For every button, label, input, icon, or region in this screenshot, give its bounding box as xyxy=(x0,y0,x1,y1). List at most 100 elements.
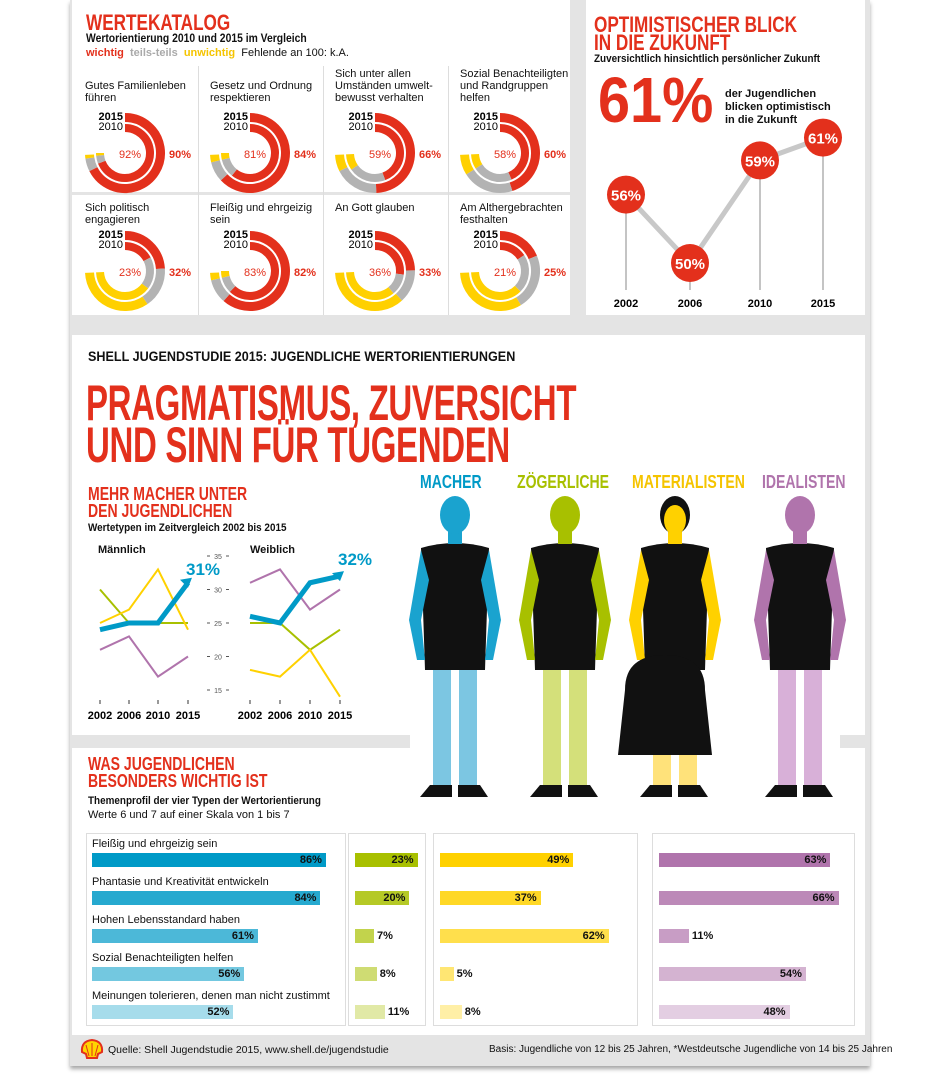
value-2015: 82% xyxy=(294,267,316,279)
face xyxy=(664,505,686,535)
head xyxy=(440,496,470,534)
donut-segment-2010 xyxy=(499,242,525,260)
profile-subtitle: Themenprofil der vier Typen der Wertorie… xyxy=(88,795,321,807)
bar-idealisten xyxy=(659,853,831,867)
bar-value-label: 20% xyxy=(383,892,406,904)
donut-segment-2015 xyxy=(210,154,220,163)
line-idealisten xyxy=(99,635,189,678)
divider xyxy=(72,192,570,195)
x-tick-label: 2015 xyxy=(176,710,200,722)
donut-segment-2015 xyxy=(460,272,521,311)
bar-zögerliche xyxy=(355,891,410,905)
optimism-year-label: 2010 xyxy=(748,298,772,310)
optimism-panel xyxy=(586,0,865,315)
y-tick-label: 30 xyxy=(214,588,222,595)
donut-segment-2015 xyxy=(142,268,165,305)
line-materialisten xyxy=(249,648,341,698)
line-zögerliche xyxy=(250,622,341,652)
optimism-line xyxy=(624,135,824,267)
x-tick-label: 2006 xyxy=(117,710,141,722)
value-2010: 23% xyxy=(119,267,141,279)
donut-segment-2010 xyxy=(499,124,529,180)
divider xyxy=(198,66,199,315)
bar-value-label: 37% xyxy=(514,892,537,904)
bar-macher xyxy=(92,1005,234,1019)
donut-segment-2010 xyxy=(374,124,404,181)
year-2010-label: 2010 xyxy=(99,121,123,133)
handbag-icon xyxy=(618,655,712,755)
donut-label: An Gott glauben xyxy=(335,202,415,214)
arm xyxy=(701,550,721,660)
donut-segment-2015 xyxy=(210,272,220,281)
shell-logo-icon xyxy=(80,1038,104,1059)
bar-category-label: Fleißig und ehrgeizig sein xyxy=(92,838,218,850)
optimism-title-1: OPTIMISTISCHER BLICK xyxy=(594,12,798,37)
value-2010: 81% xyxy=(244,149,266,161)
y-tick-label: 25 xyxy=(214,621,222,628)
profile-note: Werte 6 und 7 auf einer Skala von 1 bis … xyxy=(88,809,290,821)
donut-segment-2015 xyxy=(335,272,402,311)
wertekatalog-subtitle: Wertorientierung 2010 und 2015 im Vergle… xyxy=(86,33,307,45)
type-materialisten: MATERIALISTEN xyxy=(632,472,745,492)
y-tick-label: 20 xyxy=(214,655,222,662)
year-2010-label: 2010 xyxy=(99,239,123,251)
end-value-label: 32% xyxy=(338,550,372,569)
optimism-point-label: 61% xyxy=(808,131,838,148)
figure-macher xyxy=(409,496,501,797)
donut-segment-2010 xyxy=(124,242,151,262)
year-2010-label: 2010 xyxy=(224,239,248,251)
optimism-point xyxy=(607,175,645,214)
value-2010: 58% xyxy=(494,149,516,161)
year-2015-label: 2015 xyxy=(349,229,373,241)
donut-segment-2015 xyxy=(460,154,474,175)
arm xyxy=(629,550,649,660)
trend-subtitle: Wertetypen im Zeitvergleich 2002 bis 201… xyxy=(88,522,287,534)
bar-value-label: 86% xyxy=(299,854,322,866)
donut-segment-2015 xyxy=(211,159,228,181)
donut-segment-2015 xyxy=(220,113,290,193)
donut-segment-2015 xyxy=(223,231,290,311)
year-2010-label: 2010 xyxy=(474,121,498,133)
donut-segment-2015 xyxy=(499,113,540,192)
donut-segment-2015 xyxy=(374,113,415,193)
value-2015: 90% xyxy=(169,149,191,161)
kicker: SHELL JUGENDSTUDIE 2015: JUGENDLICHE WER… xyxy=(88,348,516,364)
headline-2: UND SINN FÜR TUGENDEN xyxy=(86,417,510,473)
head xyxy=(550,496,580,534)
bar-value-label: 8% xyxy=(464,1006,481,1018)
optimism-subtitle: Zuversichtlich hinsichtlich persönlicher… xyxy=(594,53,821,65)
trend-title-1: MEHR MACHER UNTER xyxy=(88,484,248,504)
line-macher xyxy=(249,573,341,626)
x-tick-label: 2015 xyxy=(328,710,352,722)
donut-segment-2010 xyxy=(346,271,394,300)
bar-value-label: 49% xyxy=(547,854,570,866)
leg xyxy=(543,665,561,785)
donut-segment-2010 xyxy=(221,270,230,278)
donut-segment-2015 xyxy=(499,231,537,260)
year-2015-label: 2015 xyxy=(99,111,123,123)
arm xyxy=(591,550,611,660)
optimism-text-3: in die Zukunft xyxy=(725,114,798,126)
donut-segment-2010 xyxy=(229,242,279,300)
value-2015: 66% xyxy=(419,149,441,161)
shoe-icon xyxy=(530,785,598,797)
bar-macher xyxy=(92,929,258,943)
optimism-point-label: 56% xyxy=(611,188,641,205)
donut-segment-2015 xyxy=(89,113,165,193)
headline-1: PRAGMATISMUS, ZUVERSICHT xyxy=(86,375,577,431)
value-2015: 25% xyxy=(544,267,566,279)
optimism-text: der Jugendlichen blicken optimistisch in… xyxy=(725,88,831,127)
year-2015-label: 2015 xyxy=(474,111,498,123)
bar-value-label: 84% xyxy=(294,892,317,904)
shoe-icon xyxy=(420,785,488,797)
donut-segment-2010 xyxy=(98,124,154,182)
divider xyxy=(448,66,449,315)
donut-segment-2015 xyxy=(339,166,377,193)
bar-category-label: Sozial Benachteiligten helfen xyxy=(92,952,234,964)
bar-idealisten xyxy=(659,891,839,905)
value-2015: 84% xyxy=(294,149,316,161)
optimism-point-label: 50% xyxy=(675,256,705,273)
donut-segment-2015 xyxy=(335,154,348,172)
optimism-big-number: 61% xyxy=(598,64,714,136)
